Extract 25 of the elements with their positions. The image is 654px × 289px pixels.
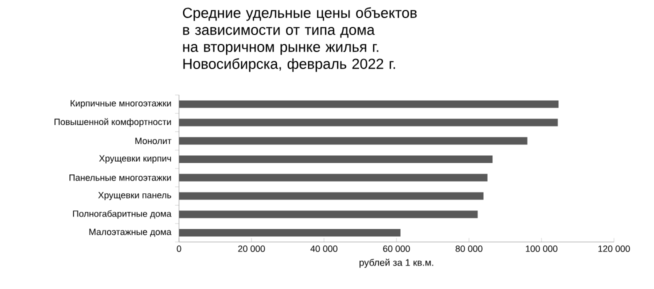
bar	[179, 174, 488, 182]
bar	[179, 118, 558, 126]
x-tick-label: 100 000	[526, 246, 558, 252]
bar	[179, 100, 559, 108]
x-tick-label: 20 000	[238, 246, 265, 252]
y-tick-label: Панельные многоэтажки	[70, 174, 171, 181]
y-tick-label: Хрущевки кирпич	[99, 155, 171, 164]
x-tick-label: 80 000	[456, 246, 482, 252]
x-tick-label: 120 000	[598, 246, 630, 252]
y-tick-label: Полногабаритные дома	[73, 210, 172, 219]
bar	[179, 137, 528, 145]
y-tick-label: Повышенной комфортности	[54, 118, 171, 127]
bar	[179, 156, 493, 164]
x-tick-label: 0	[176, 246, 182, 252]
y-tick-label: Хрущевки панель	[98, 192, 172, 200]
y-tick-label: Монолит	[135, 138, 172, 144]
bar	[179, 192, 484, 200]
y-tick-label: Малоэтажные дома	[89, 228, 172, 237]
x-tick-label: 60 000	[383, 246, 410, 252]
chart-title: Средние удельные цены объектов в зависимости от типа дома на вторичном рынке жилья г. Новосибирска, февраль 2022 г.	[182, 7, 417, 72]
bar	[179, 210, 478, 218]
bar	[179, 229, 400, 237]
x-tick-label: 40 000	[310, 246, 338, 252]
x-axis-title: рублей за 1 кв.м.	[360, 258, 434, 268]
y-tick-label: Кирпичные многоэтажки	[70, 100, 171, 108]
